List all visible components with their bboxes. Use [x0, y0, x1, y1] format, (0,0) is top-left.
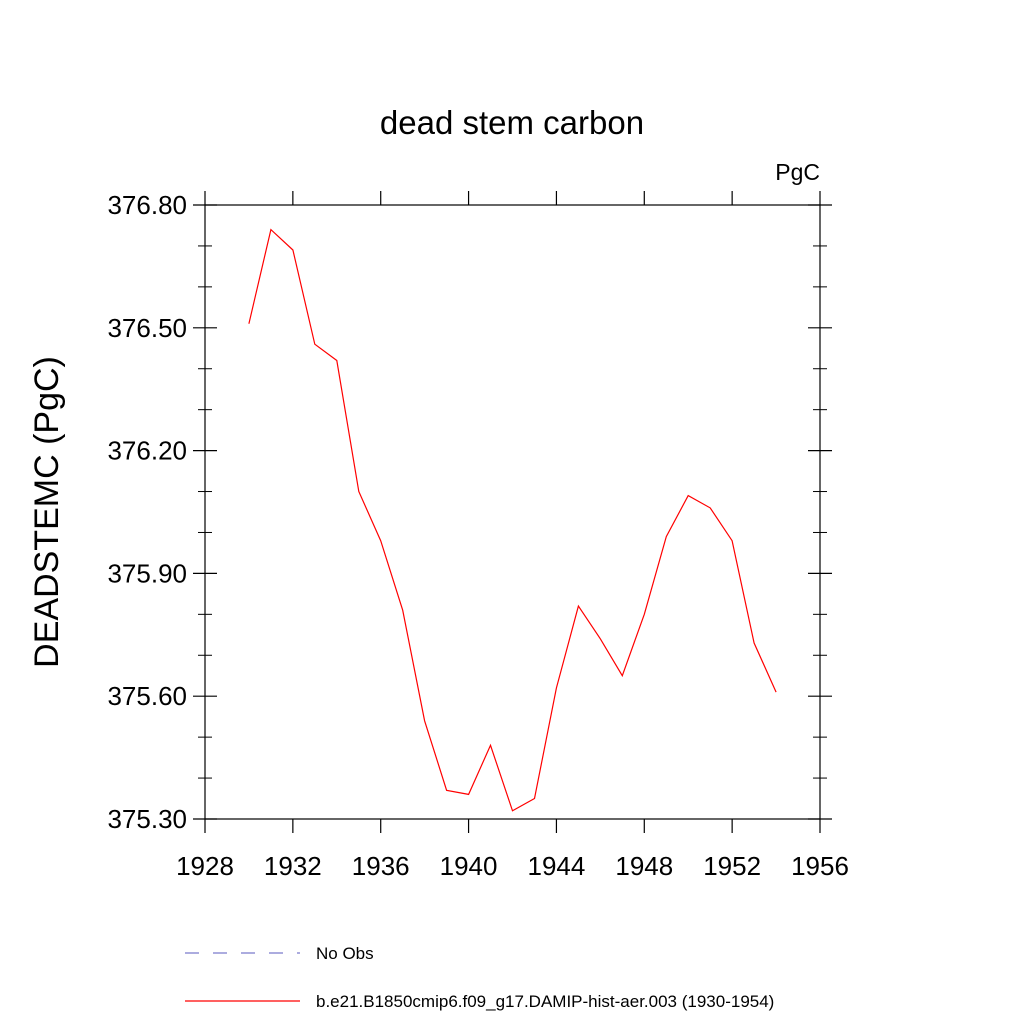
legend: No Obs b.e21.B1850cmip6.f09_g17.DAMIP-his… [185, 944, 774, 1011]
legend-label: b.e21.B1850cmip6.f09_g17.DAMIP-hist-aer.… [316, 992, 774, 1011]
x-axis-ticks: 1928 1932 1936 1940 1944 1948 1952 1956 [176, 191, 849, 881]
y-tick-label: 376.80 [107, 190, 187, 220]
series-layer [248, 228, 777, 812]
y-axis-label: DEADSTEMC (PgC) [28, 356, 66, 668]
x-tick-label: 1928 [176, 851, 234, 881]
plot-frame [204, 204, 821, 820]
x-tick-label: 1952 [703, 851, 761, 881]
y-axis-ticks: 375.30 375.60 375.90 376.20 376.50 376.80 [107, 190, 832, 834]
series-line [248, 228, 777, 812]
x-tick-label: 1948 [615, 851, 673, 881]
y-tick-label: 376.50 [107, 313, 187, 343]
x-tick-label: 1932 [264, 851, 322, 881]
y-tick-label: 375.60 [107, 681, 187, 711]
x-tick-label: 1936 [352, 851, 410, 881]
y-tick-label: 376.20 [107, 436, 187, 466]
x-tick-label: 1940 [440, 851, 498, 881]
x-tick-label: 1956 [791, 851, 849, 881]
chart-title: dead stem carbon [380, 104, 644, 141]
y-tick-label: 375.90 [107, 558, 187, 588]
legend-label: No Obs [316, 944, 374, 963]
x-tick-label: 1944 [528, 851, 586, 881]
units-label: PgC [775, 159, 820, 185]
y-tick-label: 375.30 [107, 804, 187, 834]
